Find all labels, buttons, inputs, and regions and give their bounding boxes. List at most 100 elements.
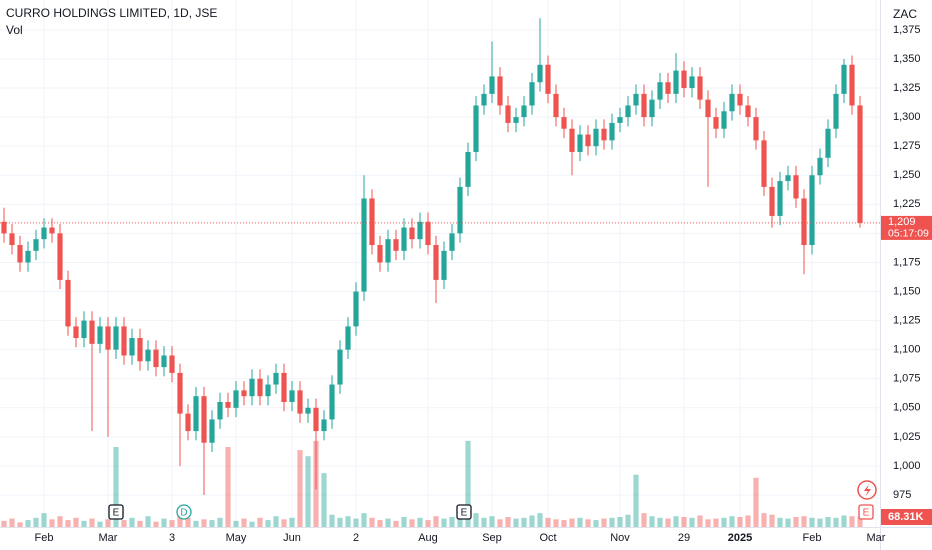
candle-body (393, 239, 399, 251)
x-tick-label: Mar (867, 532, 886, 544)
countdown: 05:17:09 (888, 228, 929, 240)
y-tick-label: 1,375 (893, 24, 921, 36)
volume-bar (689, 517, 695, 527)
volume-bar (401, 517, 407, 527)
volume-label: Vol (6, 23, 23, 37)
volume-bar (761, 513, 767, 527)
candle-body (481, 93, 487, 106)
candle-body (137, 338, 143, 362)
candle-body (609, 122, 615, 141)
volume-last-box (881, 509, 932, 525)
y-tick-label: 1,075 (893, 373, 921, 385)
volume-bar (249, 521, 255, 527)
candle-body (641, 93, 647, 118)
candle-body (841, 64, 847, 94)
x-tick-label: 2025 (728, 532, 752, 544)
event-label: D (180, 508, 187, 519)
currency: ZAC (893, 7, 917, 21)
candle-body (425, 221, 431, 246)
candle-body (73, 326, 79, 339)
volume-bar (169, 520, 175, 527)
candle-body (537, 64, 543, 83)
candle-body (305, 407, 311, 414)
candle-body (553, 93, 559, 118)
volume-bar (505, 517, 511, 527)
candle-body (185, 413, 191, 432)
candle-body (265, 384, 271, 397)
candle-body (345, 326, 351, 350)
volume-bar (81, 520, 87, 527)
candle-body (593, 128, 599, 147)
candle-body (321, 419, 327, 432)
candle-body (569, 128, 575, 152)
candle-body (313, 407, 319, 432)
volume-bar (241, 518, 247, 527)
volume-bar (185, 517, 191, 527)
event-label: E (863, 508, 870, 519)
candle-body (745, 105, 751, 118)
candle-body (737, 93, 743, 106)
volume-bar (137, 520, 143, 527)
volume-bar (297, 450, 303, 527)
candle-body (665, 82, 671, 94)
volume-bar (385, 518, 391, 527)
candle-body (601, 128, 607, 141)
volume-last-label: 68.31K (888, 511, 924, 523)
volume-bar (489, 516, 495, 527)
volume-bar (593, 520, 599, 527)
volume-bar (89, 518, 95, 527)
candle-body (497, 76, 503, 106)
volume-bar (729, 516, 735, 527)
volume-bar (417, 517, 423, 527)
candle-body (201, 396, 207, 443)
volume-bar (809, 517, 815, 527)
volume-bar (753, 477, 759, 527)
candle-body (721, 111, 727, 129)
y-tick-label: 1,000 (893, 460, 921, 472)
candle-body (105, 326, 111, 350)
candle-body (433, 245, 439, 280)
x-tick-label: Feb (803, 532, 822, 544)
flash-bolt (864, 484, 871, 497)
y-tick-label: 1,250 (893, 169, 921, 181)
flash-circle (857, 480, 877, 500)
volume-bar (369, 517, 375, 527)
candle-body (761, 140, 767, 187)
flash-icon[interactable] (857, 480, 877, 500)
volume-bar (561, 520, 567, 527)
candle-body (169, 355, 175, 373)
y-tick-label: 1,275 (893, 140, 921, 152)
volume-bar (529, 515, 535, 527)
candle-body (417, 221, 423, 240)
volume-bar (721, 517, 727, 527)
volume-bar (201, 519, 207, 527)
volume-bar (785, 518, 791, 527)
volume-bar (425, 520, 431, 527)
volume-bar (129, 517, 135, 527)
candle-body (457, 186, 463, 234)
grid (0, 0, 880, 527)
candle-body (49, 227, 55, 234)
volume-bar (321, 473, 327, 527)
candle-body (65, 279, 71, 327)
event-label: E (113, 508, 120, 519)
volume-bar (161, 518, 167, 527)
volume-bar (609, 517, 615, 527)
volume-bar (57, 516, 63, 527)
candle-body (825, 128, 831, 158)
candle-body (81, 320, 87, 339)
volume-bar (49, 519, 55, 527)
volume-bar (601, 518, 607, 527)
candle-body (681, 70, 687, 89)
volume-bar (353, 518, 359, 527)
y-tick-label: 1,025 (893, 431, 921, 443)
candle-body (97, 326, 103, 344)
candle-body (585, 134, 591, 147)
volume-bar (289, 517, 295, 527)
y-tick-label: 1,225 (893, 198, 921, 210)
candle-body (697, 76, 703, 100)
volume-bar (681, 517, 687, 527)
candle-body (193, 396, 199, 432)
candle-body (177, 372, 183, 414)
candle-body (369, 198, 375, 246)
